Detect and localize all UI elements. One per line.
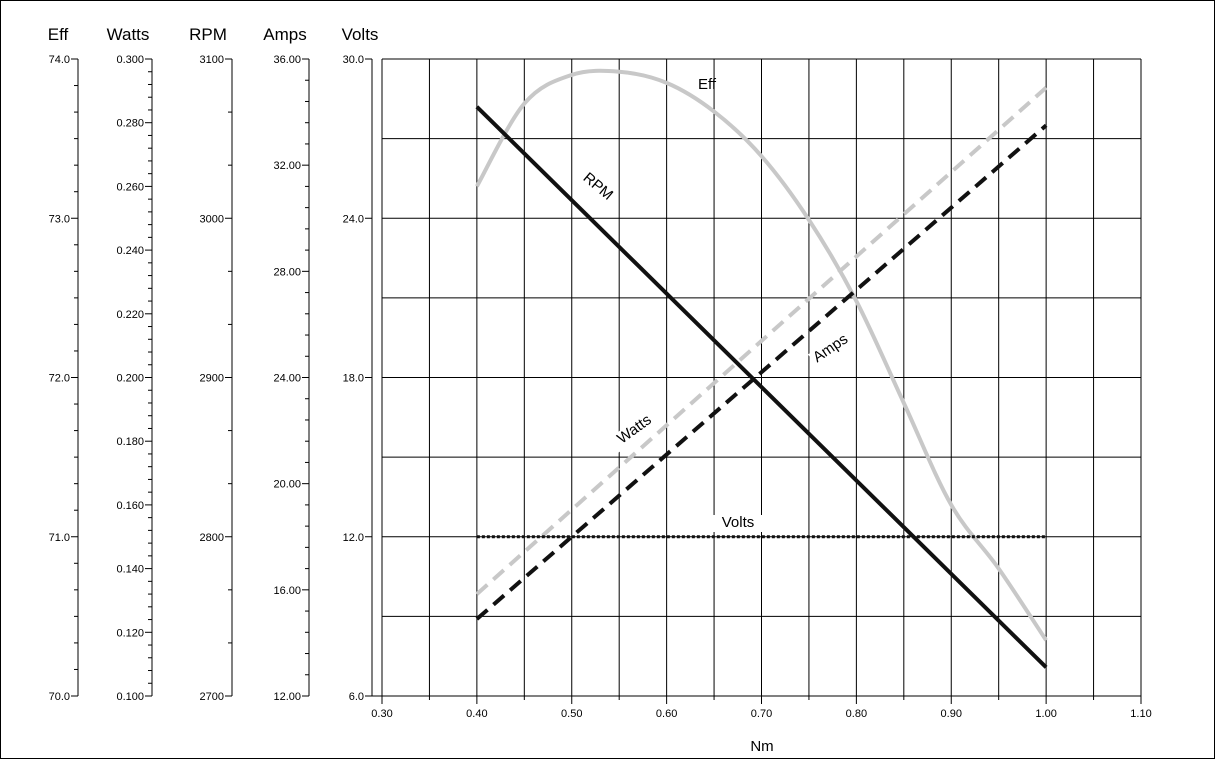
- amps-tick-label: 36.00: [273, 54, 301, 66]
- eff-tick-label: 72.0: [49, 373, 70, 385]
- x-tick-label: 0.30: [371, 708, 392, 720]
- watts-tick-label: 0.300: [116, 54, 144, 66]
- axes: Eff 74.0 73.0 72.0 71.0 70.0 Watts 0.300 0.280 0.…: [48, 25, 379, 703]
- x-tick-label: 1.00: [1035, 708, 1056, 720]
- x-tick-label: 0.50: [561, 708, 582, 720]
- amps-tick-label: 12.00: [273, 691, 301, 703]
- watts-tick-label: 0.160: [116, 500, 144, 512]
- amps-axis-title: Amps: [263, 25, 306, 44]
- x-tick-label: 0.90: [941, 708, 962, 720]
- watts-tick-label: 0.120: [116, 627, 144, 639]
- volts-tick-label: 18.0: [343, 373, 364, 385]
- rpm-tick-label: 3000: [200, 213, 224, 225]
- x-tick-label: 0.40: [466, 708, 487, 720]
- watts-tick-label: 0.220: [116, 309, 144, 321]
- rpm-series-line: [475, 105, 1048, 669]
- volts-tick-label: 30.0: [343, 54, 364, 66]
- watts-label-bg: [608, 407, 662, 453]
- eff-label-group: Eff: [698, 76, 717, 93]
- series: [475, 68, 1048, 669]
- amps-series-line: [475, 123, 1048, 621]
- watts-tick-label: 0.180: [116, 436, 144, 448]
- amps-tick-label: 20.00: [273, 479, 301, 491]
- x-axis-title: Nm: [750, 738, 773, 755]
- rpm-tick-label: 2800: [200, 532, 224, 544]
- watts-axis-title: Watts: [107, 25, 150, 44]
- amps-tick-label: 24.00: [273, 373, 301, 385]
- watts-tick-label: 0.100: [116, 691, 144, 703]
- volts-tick-label: 12.0: [343, 532, 364, 544]
- x-tick-label: 0.70: [751, 708, 772, 720]
- volts-label-group: Volts: [711, 514, 765, 532]
- amps-label-bg: [808, 329, 855, 369]
- watts-series-line: [475, 86, 1048, 596]
- eff-tick-label: 73.0: [49, 213, 70, 225]
- rpm-axis-title: RPM: [189, 25, 227, 44]
- volts-series-label: Volts: [722, 514, 755, 531]
- watts-tick-label: 0.280: [116, 118, 144, 130]
- volts-label-bg: [711, 515, 765, 532]
- eff-tick-label: 71.0: [49, 532, 70, 544]
- amps-tick-label: 16.00: [273, 585, 301, 597]
- amps-tick-label: 32.00: [273, 160, 301, 172]
- rpm-tick-label: 2900: [200, 373, 224, 385]
- amps-tick-label: 28.00: [273, 266, 301, 278]
- eff-series-label: Eff: [698, 76, 717, 93]
- rpm-tick-label: 3100: [200, 54, 224, 66]
- volts-axis-title: Volts: [342, 25, 379, 44]
- x-tick-label: 1.10: [1130, 708, 1151, 720]
- eff-series-line: [475, 68, 1048, 642]
- watts-tick-label: 0.240: [116, 245, 144, 257]
- rpm-tick-label: 2700: [200, 691, 224, 703]
- volts-tick-label: 24.0: [343, 213, 364, 225]
- volts-tick-label: 6.0: [349, 691, 364, 703]
- rpm-label-bg: [578, 169, 617, 206]
- watts-tick-label: 0.140: [116, 564, 144, 576]
- watts-tick-label: 0.200: [116, 373, 144, 385]
- x-tick-label: 0.60: [656, 708, 677, 720]
- watts-tick-label: 0.260: [116, 181, 144, 193]
- eff-tick-label: 74.0: [49, 54, 70, 66]
- eff-tick-label: 70.0: [49, 691, 70, 703]
- grid: 0.30 0.40 0.50 0.60 0.70 0.80 0.90 1.00 1.10: [371, 58, 1152, 720]
- eff-axis-title: Eff: [48, 25, 69, 44]
- x-tick-label: 0.80: [846, 708, 867, 720]
